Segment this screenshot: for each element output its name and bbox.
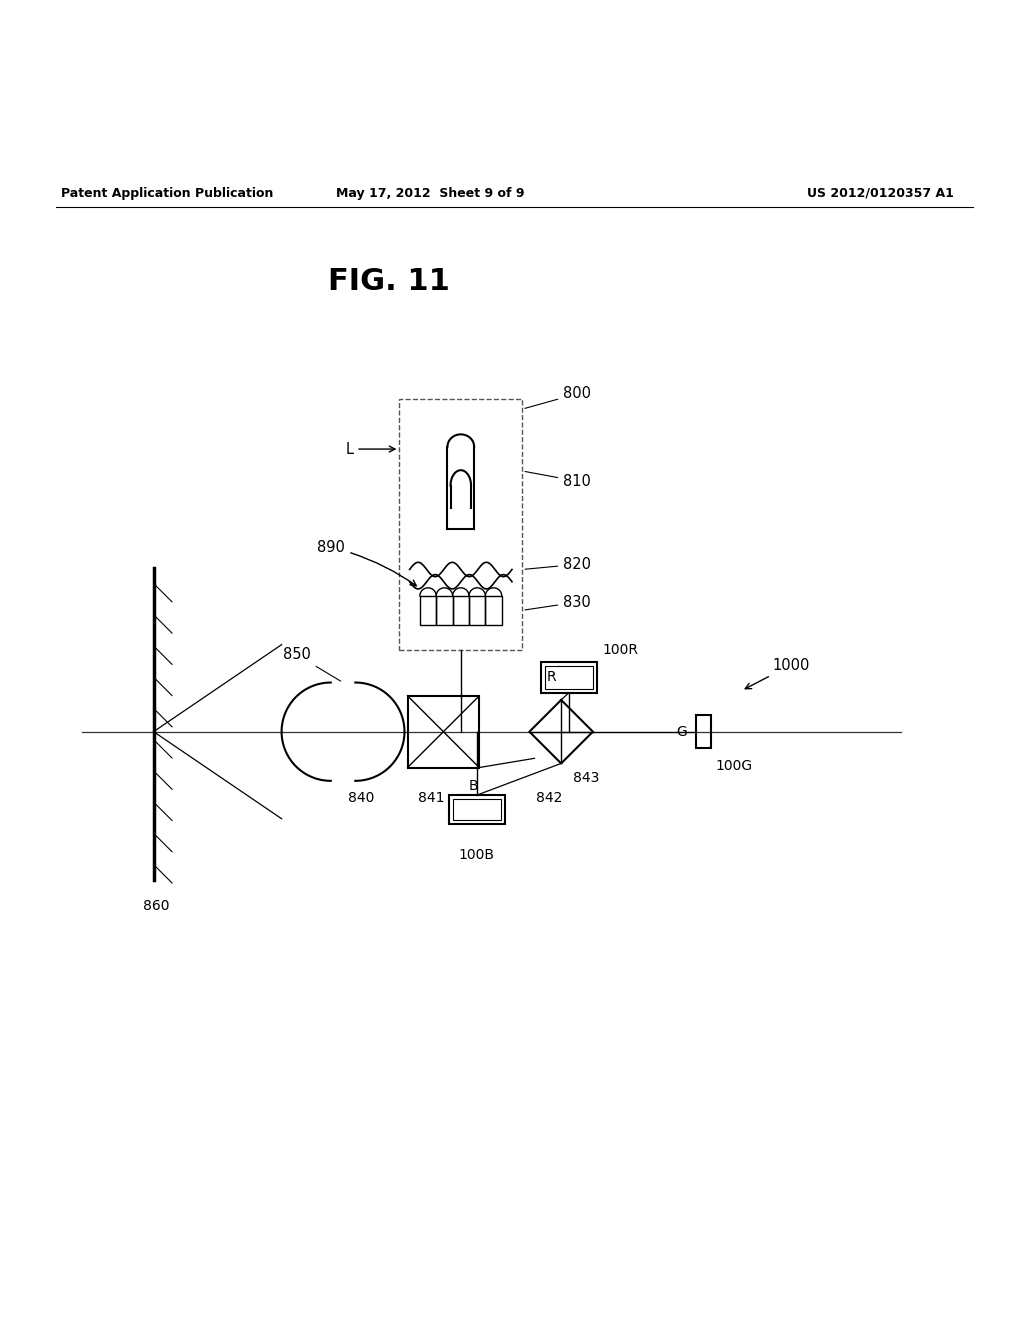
Bar [436,597,453,624]
Text: 800: 800 [525,387,591,408]
Text: 100G: 100G [716,759,753,774]
Text: May 17, 2012  Sheet 9 of 9: May 17, 2012 Sheet 9 of 9 [336,186,524,199]
Text: 820: 820 [525,557,591,572]
Bar [696,715,711,748]
Text: 810: 810 [525,471,591,488]
Text: R: R [547,671,556,684]
Text: 842: 842 [536,791,562,805]
Text: 843: 843 [573,771,600,785]
Text: G: G [676,725,686,739]
Text: 850: 850 [283,647,341,681]
Text: 890: 890 [317,540,417,586]
Text: B: B [469,779,478,793]
Bar [485,597,502,624]
Text: 100B: 100B [459,847,495,862]
Text: L: L [345,442,395,457]
Text: 860: 860 [143,899,170,912]
Text: 841: 841 [418,791,444,805]
Bar [408,696,479,767]
Bar [399,399,522,649]
Text: 1000: 1000 [745,657,809,689]
Bar [449,795,505,824]
Bar [469,597,485,624]
Bar [453,597,469,624]
Bar [545,667,593,689]
Text: 100R: 100R [602,643,638,657]
Text: FIG. 11: FIG. 11 [328,267,451,296]
Bar [420,597,436,624]
Text: US 2012/0120357 A1: US 2012/0120357 A1 [807,186,954,199]
Text: 830: 830 [525,594,591,610]
Bar [453,800,501,820]
Bar [541,663,597,693]
Text: Patent Application Publication: Patent Application Publication [61,186,273,199]
Text: 840: 840 [348,791,375,805]
